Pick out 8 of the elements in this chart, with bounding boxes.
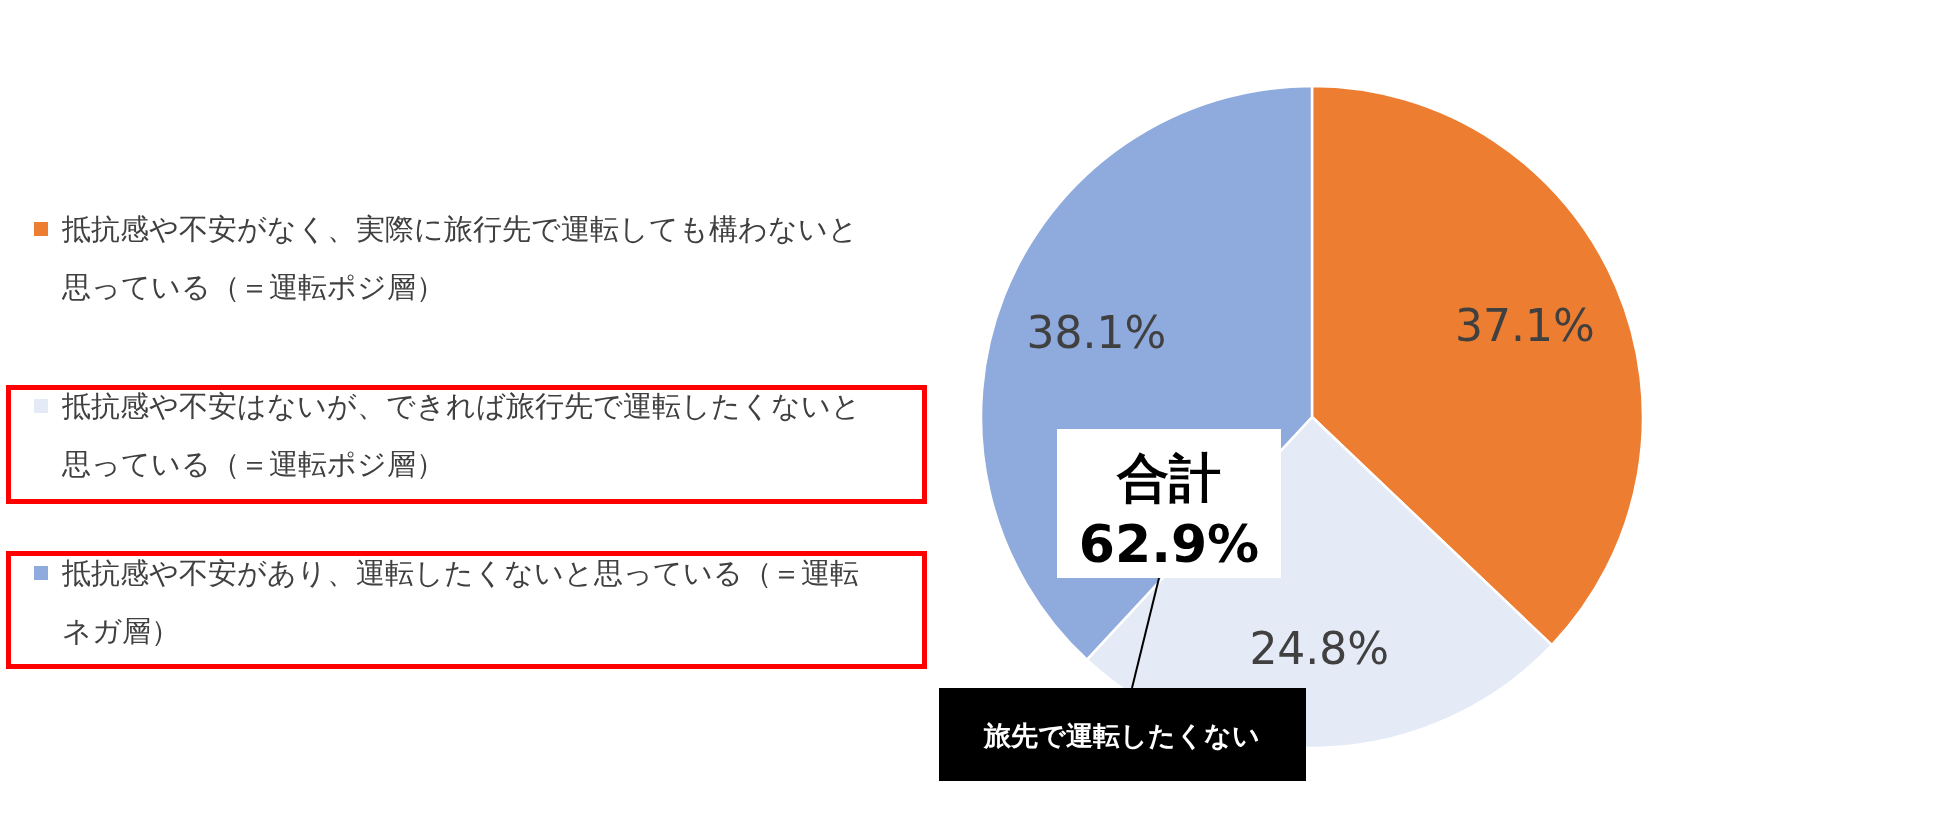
- text: 合計 62.9%: [1078, 448, 1260, 574]
- legend-label: 抵抗感や不安はないが、できれば旅行先で運転したくないと思っている（＝運転ポジ層）: [62, 389, 861, 481]
- text: 旅先で運転したくない: [983, 719, 1260, 751]
- data-label: 24.8%: [1249, 623, 1390, 675]
- data-label: 37.1%: [1455, 300, 1595, 352]
- legend-label: 抵抗感や不安がなく、実際に旅行先で運転しても構わないと思っている（＝運転ポジ層）: [62, 212, 858, 304]
- legend-label: 抵抗感や不安があり、運転したくないと思っている（＝運転ネガ層）: [62, 556, 859, 648]
- data-label: 38.1%: [1026, 306, 1167, 358]
